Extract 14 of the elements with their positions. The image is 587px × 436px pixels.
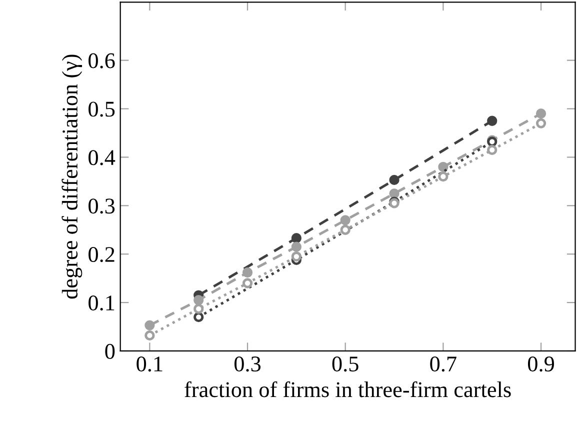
- y-axis-title: degree of differentiation (γ): [62, 54, 82, 299]
- x-tick-label: 0.5: [332, 356, 358, 372]
- y-tick-label: 0.2: [88, 247, 114, 262]
- y-tick-label: 0.3: [88, 198, 115, 214]
- y-tick-label: 0.1: [88, 295, 114, 311]
- x-tick-label: 0.7: [430, 356, 456, 372]
- y-tick-label: 0: [105, 344, 115, 359]
- y-tick-label: 0.6: [88, 53, 115, 68]
- y-tick-label: 0.5: [88, 102, 115, 117]
- x-tick-label: 0.3: [234, 356, 261, 372]
- x-axis-title: fraction of firms in three-firm cartels: [184, 381, 511, 398]
- x-tick-label: 0.9: [528, 356, 554, 372]
- y-tick-label: 0.4: [88, 150, 116, 166]
- x-tick-label: 0.1: [136, 356, 162, 372]
